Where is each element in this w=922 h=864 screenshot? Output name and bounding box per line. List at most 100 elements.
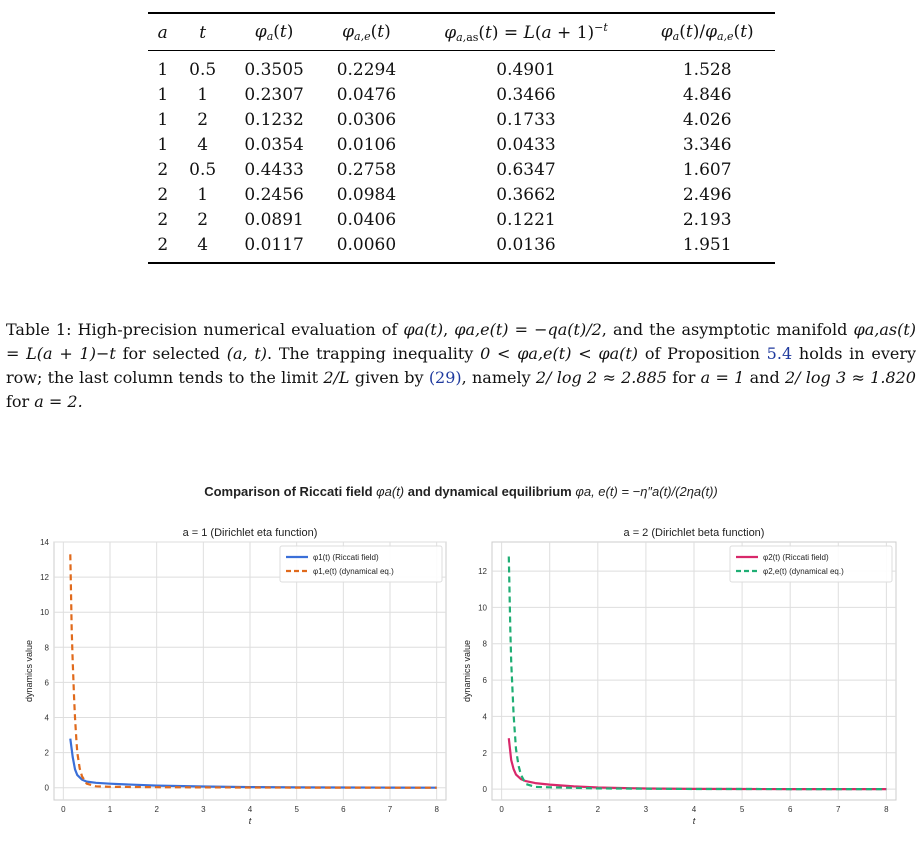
table-cell: 1.528 xyxy=(682,59,732,80)
chart-panel-a2: a = 2 (Dirichlet beta function)0 1 2 3 4 5 6 7 8… xyxy=(462,527,897,826)
x-axis-label: t xyxy=(249,816,252,826)
caption-text: . The trapping inequality xyxy=(267,344,474,363)
y-tick-label: 10 xyxy=(40,608,49,617)
y-tick-label: 6 xyxy=(483,676,488,685)
table-cell: 1 xyxy=(157,109,169,130)
table-cell: 0.2294 xyxy=(336,59,397,80)
legend: φ2(t) (Riccati field) φ2,e(t) (dynamical … xyxy=(729,545,893,583)
table-cell: 0.0136 xyxy=(496,234,556,255)
panel-title: a = 2 (Dirichlet beta function) xyxy=(624,527,765,539)
y-tick-label: 8 xyxy=(45,643,50,652)
header-phi-as: φa,as(t) = L(a + 1)−t xyxy=(444,21,608,44)
caption-math: φa,as(t) = L(a + 1)−t xyxy=(6,320,917,363)
equation-link[interactable]: (29) xyxy=(428,368,462,387)
caption-math: 2/ log 3 ≈ 1.820 xyxy=(784,368,916,387)
legend-entry: φ1(t) (Riccati field) xyxy=(313,553,379,562)
x-tick-label: 1 xyxy=(547,805,552,814)
table-cell: 0.6347 xyxy=(496,159,556,180)
x-tick-label: 4 xyxy=(692,805,697,814)
x-tick-label: 1 xyxy=(108,805,113,814)
table-cell: 0.0354 xyxy=(244,134,304,155)
table-cell: 0.2307 xyxy=(244,84,304,105)
table-header-row: a t φa(t) φa,e(t) φa,as(t) = L(a + 1)−t … xyxy=(148,13,775,51)
legend-box xyxy=(729,545,893,583)
proposition-link[interactable]: 5.4 xyxy=(766,344,793,363)
table-row: 2 0.5 0.4433 0.2758 0.6347 1.607 xyxy=(148,157,775,182)
header-phi-e: φa,e(t) xyxy=(342,22,391,43)
table-cell: 0.5 xyxy=(189,159,217,180)
caption-text: for selected xyxy=(122,344,220,363)
caption-label: Table 1: xyxy=(6,320,72,339)
table-cell: 3.346 xyxy=(682,134,732,155)
figure-title-text: and dynamical equilibrium xyxy=(407,484,572,499)
table-cell: 2.193 xyxy=(682,209,732,230)
caption-math: 2/ log 2 ≈ 2.885 xyxy=(535,368,667,387)
y-tick-label: 4 xyxy=(45,714,50,723)
table-cell: 0.3466 xyxy=(496,84,556,105)
table-row: 1 0.5 0.3505 0.2294 0.4901 1.528 xyxy=(148,51,775,83)
table-cell: 1 xyxy=(157,59,169,80)
table-cell: 1.607 xyxy=(682,159,732,180)
table-cell: 0.0433 xyxy=(496,134,556,155)
table-row: 1 4 0.0354 0.0106 0.0433 3.346 xyxy=(148,132,775,157)
chart-panel-a1: a = 1 (Dirichlet eta function)0 1 2 3 4 5 6 7 80… xyxy=(24,527,447,826)
table-cell: 0.0984 xyxy=(336,184,397,205)
figure-title-math: φa(t) xyxy=(376,484,405,499)
legend: φ1(t) (Riccati field) φ1,e(t) (dynamical … xyxy=(279,545,443,583)
table-row: 2 4 0.0117 0.0060 0.0136 1.951 xyxy=(148,232,775,263)
caption-text: for xyxy=(672,368,696,387)
table-cell: 4 xyxy=(197,134,209,155)
y-tick-label: 0 xyxy=(45,784,50,793)
y-tick-label: 14 xyxy=(40,538,49,547)
header-t: t xyxy=(199,22,207,43)
table-cell: 0.0476 xyxy=(336,84,397,105)
caption-math: (a, t) xyxy=(226,344,268,363)
table-cell: 1.951 xyxy=(682,234,732,255)
table-cell: 0.0406 xyxy=(336,209,397,230)
caption-math: a = 1 xyxy=(700,368,745,387)
header-ratio: φa(t)/φa,e(t) xyxy=(660,22,754,43)
table-cell: 0.0117 xyxy=(244,234,304,255)
legend-entry: φ2(t) (Riccati field) xyxy=(763,553,829,562)
y-tick-label: 12 xyxy=(40,573,49,582)
table-cell: 0.1221 xyxy=(496,209,556,230)
table-cell: 0.0891 xyxy=(244,209,304,230)
table-cell: 2 xyxy=(197,109,209,130)
figure-title-text: Comparison of Riccati field xyxy=(204,484,373,499)
caption-math: 2/L xyxy=(323,368,350,387)
header-phi: φa(t) xyxy=(254,22,294,43)
table-cell: 1 xyxy=(197,84,209,105)
table-row: 1 1 0.2307 0.0476 0.3466 4.846 xyxy=(148,82,775,107)
y-tick-label: 2 xyxy=(483,749,488,758)
figure-title: Comparison of Riccati field φa(t) and dy… xyxy=(0,484,922,499)
table-cell: 0.5 xyxy=(189,59,217,80)
table-cell: 4.026 xyxy=(682,109,732,130)
x-tick-label: 2 xyxy=(596,805,601,814)
x-tick-label: 8 xyxy=(434,805,439,814)
y-tick-label: 4 xyxy=(483,712,488,721)
y-tick-label: 8 xyxy=(483,640,488,649)
table-cell: 1 xyxy=(157,134,169,155)
caption-math: φa(t) xyxy=(403,320,444,339)
y-axis-label: dynamics value xyxy=(462,640,472,702)
y-tick-label: 6 xyxy=(45,678,50,687)
table-row: 2 2 0.0891 0.0406 0.1221 2.193 xyxy=(148,207,775,232)
table-cell: 0.3662 xyxy=(496,184,556,205)
y-tick-label: 12 xyxy=(478,567,487,576)
table-cell: 0.3505 xyxy=(244,59,304,80)
results-table: a t φa(t) φa,e(t) φa,as(t) = L(a + 1)−t … xyxy=(148,12,775,264)
x-tick-label: 8 xyxy=(884,805,889,814)
table-cell: 0.0106 xyxy=(336,134,397,155)
x-tick-label: 6 xyxy=(341,805,346,814)
legend-box xyxy=(279,545,443,583)
x-tick-label: 2 xyxy=(154,805,159,814)
caption-math: a = 2. xyxy=(34,392,83,411)
caption-text: , and the asymptotic manifold xyxy=(601,320,848,339)
caption-math: φa,e(t) = −qa(t)/2 xyxy=(454,320,602,339)
table-cell: 0.0060 xyxy=(336,234,397,255)
caption-text: of Proposition xyxy=(644,344,760,363)
x-tick-label: 0 xyxy=(61,805,66,814)
x-tick-label: 0 xyxy=(499,805,504,814)
x-axis-label: t xyxy=(693,816,696,826)
panel-title: a = 1 (Dirichlet eta function) xyxy=(183,527,318,539)
